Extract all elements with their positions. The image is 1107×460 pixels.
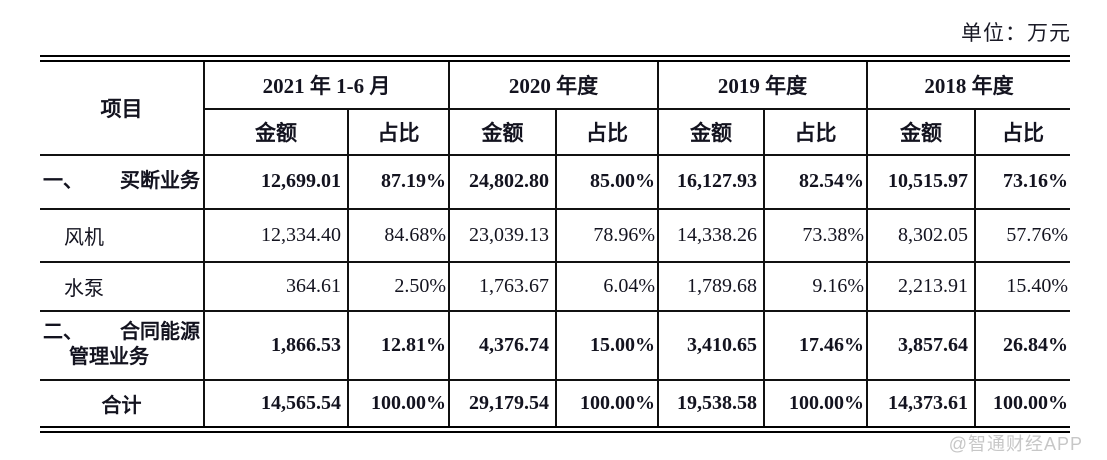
- amount-cell: 29,179.54: [448, 378, 557, 431]
- amount-cell: 4,376.74: [448, 309, 557, 381]
- ratio-cell: 26.84%: [974, 309, 1070, 381]
- table-row-buyout-business: 一、 买断业务 12,699.01 87.19% 24,802.80 85.00…: [40, 153, 1070, 210]
- row-label-text: 买断业务: [120, 170, 200, 192]
- ratio-header-2021: 占比: [347, 107, 450, 156]
- ratio-header-2019: 占比: [763, 107, 868, 156]
- row-label: 二、 合同能源 管理业务: [40, 309, 205, 381]
- ratio-cell: 12.81%: [347, 309, 450, 381]
- ratio-header-2020: 占比: [555, 107, 659, 156]
- period-header-2021: 2021 年 1-6 月: [203, 57, 450, 110]
- item-column-header: 项目: [40, 57, 205, 156]
- row-label-text-line2: 管理业务: [69, 346, 149, 368]
- table-row-wind-turbine: 风机 12,334.40 84.68% 23,039.13 78.96% 14,…: [40, 207, 1070, 263]
- row-label-prefix: 二、: [43, 321, 83, 343]
- ratio-cell: 2.50%: [347, 260, 450, 312]
- ratio-cell: 15.40%: [974, 260, 1070, 312]
- amount-cell: 14,565.54: [203, 378, 349, 431]
- period-header-2019: 2019 年度: [657, 57, 868, 110]
- amount-cell: 1,763.67: [448, 260, 557, 312]
- amount-cell: 12,699.01: [203, 153, 349, 210]
- row-label: 合计: [40, 378, 205, 431]
- row-label: 水泵: [40, 260, 205, 312]
- amount-cell: 3,410.65: [657, 309, 765, 381]
- amount-cell: 8,302.05: [866, 207, 976, 263]
- unit-label: 单位：万元: [961, 21, 1071, 45]
- amount-cell: 364.61: [203, 260, 349, 312]
- table-row-energy-management: 二、 合同能源 管理业务 1,866.53 12.81% 4,376.74 15…: [40, 309, 1070, 381]
- row-label: 风机: [40, 207, 205, 263]
- amount-cell: 16,127.93: [657, 153, 765, 210]
- ratio-cell: 84.68%: [347, 207, 450, 263]
- amount-header-2018: 金额: [866, 107, 976, 156]
- ratio-cell: 87.19%: [347, 153, 450, 210]
- ratio-cell: 57.76%: [974, 207, 1070, 263]
- period-header-2020: 2020 年度: [448, 57, 659, 110]
- amount-header-2021: 金额: [203, 107, 349, 156]
- row-label-text: 合同能源: [120, 321, 200, 343]
- ratio-cell: 100.00%: [763, 378, 868, 431]
- ratio-cell: 73.16%: [974, 153, 1070, 210]
- amount-cell: 24,802.80: [448, 153, 557, 210]
- amount-cell: 1,866.53: [203, 309, 349, 381]
- ratio-cell: 9.16%: [763, 260, 868, 312]
- amount-cell: 3,857.64: [866, 309, 976, 381]
- amount-cell: 1,789.68: [657, 260, 765, 312]
- ratio-cell: 17.46%: [763, 309, 868, 381]
- ratio-cell: 100.00%: [555, 378, 659, 431]
- amount-cell: 23,039.13: [448, 207, 557, 263]
- watermark: @智通财经APP: [948, 434, 1083, 454]
- ratio-header-2018: 占比: [974, 107, 1070, 156]
- table-row-water-pump: 水泵 364.61 2.50% 1,763.67 6.04% 1,789.68 …: [40, 260, 1070, 312]
- amount-cell: 2,213.91: [866, 260, 976, 312]
- ratio-cell: 100.00%: [347, 378, 450, 431]
- ratio-cell: 78.96%: [555, 207, 659, 263]
- ratio-cell: 100.00%: [974, 378, 1070, 431]
- ratio-cell: 82.54%: [763, 153, 868, 210]
- amount-header-2019: 金额: [657, 107, 765, 156]
- ratio-cell: 6.04%: [555, 260, 659, 312]
- amount-cell: 19,538.58: [657, 378, 765, 431]
- amount-cell: 14,338.26: [657, 207, 765, 263]
- amount-cell: 14,373.61: [866, 378, 976, 431]
- ratio-cell: 85.00%: [555, 153, 659, 210]
- row-label-prefix: 一、: [43, 170, 83, 192]
- row-label: 一、 买断业务: [40, 153, 205, 210]
- ratio-cell: 73.38%: [763, 207, 868, 263]
- amount-header-2020: 金额: [448, 107, 557, 156]
- ratio-cell: 15.00%: [555, 309, 659, 381]
- financial-table: 项目 2021 年 1-6 月 2020 年度 2019 年度 2018 年度 …: [40, 55, 1070, 433]
- table-row-total: 合计 14,565.54 100.00% 29,179.54 100.00% 1…: [40, 378, 1070, 431]
- amount-cell: 12,334.40: [203, 207, 349, 263]
- period-header-2018: 2018 年度: [866, 57, 1070, 110]
- amount-cell: 10,515.97: [866, 153, 976, 210]
